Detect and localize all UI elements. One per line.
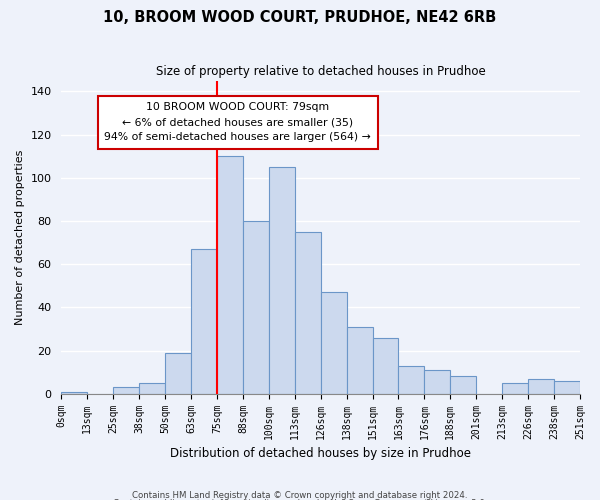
- Y-axis label: Number of detached properties: Number of detached properties: [15, 150, 25, 325]
- Bar: [502, 383, 528, 394]
- Bar: [61, 392, 88, 394]
- X-axis label: Distribution of detached houses by size in Prudhoe: Distribution of detached houses by size …: [170, 447, 471, 460]
- Bar: [424, 370, 451, 394]
- Title: Size of property relative to detached houses in Prudhoe: Size of property relative to detached ho…: [156, 65, 485, 78]
- Bar: [139, 383, 165, 394]
- Bar: [321, 292, 347, 394]
- Bar: [295, 232, 321, 394]
- Bar: [554, 380, 580, 394]
- Bar: [347, 326, 373, 394]
- Bar: [217, 156, 243, 394]
- Bar: [451, 376, 476, 394]
- Bar: [165, 352, 191, 394]
- Text: 10 BROOM WOOD COURT: 79sqm
← 6% of detached houses are smaller (35)
94% of semi-: 10 BROOM WOOD COURT: 79sqm ← 6% of detac…: [104, 102, 371, 142]
- Bar: [113, 387, 139, 394]
- Bar: [398, 366, 424, 394]
- Bar: [191, 249, 217, 394]
- Bar: [373, 338, 398, 394]
- Bar: [243, 221, 269, 394]
- Text: Contains HM Land Registry data © Crown copyright and database right 2024.: Contains HM Land Registry data © Crown c…: [132, 490, 468, 500]
- Bar: [269, 167, 295, 394]
- Text: 10, BROOM WOOD COURT, PRUDHOE, NE42 6RB: 10, BROOM WOOD COURT, PRUDHOE, NE42 6RB: [103, 10, 497, 25]
- Bar: [528, 378, 554, 394]
